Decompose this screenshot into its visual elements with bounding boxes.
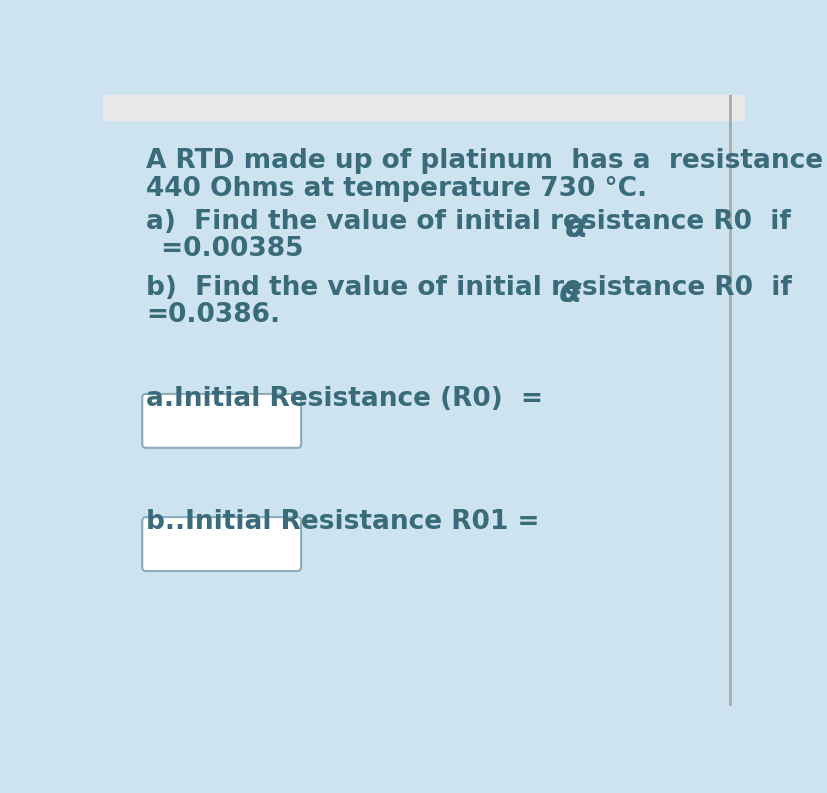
Text: 440 Ohms at temperature 730 °C.: 440 Ohms at temperature 730 °C. <box>146 176 647 202</box>
Text: b..Initial Resistance R01 =: b..Initial Resistance R01 = <box>146 509 539 535</box>
Text: =0.00385: =0.00385 <box>152 236 304 262</box>
Text: a)  Find the value of initial resistance R0  if: a) Find the value of initial resistance … <box>146 209 799 235</box>
FancyBboxPatch shape <box>103 95 744 121</box>
Text: A RTD made up of platinum  has a  resistance of: A RTD made up of platinum has a resistan… <box>146 147 827 174</box>
FancyBboxPatch shape <box>142 394 301 448</box>
Text: α: α <box>564 211 587 243</box>
Text: α: α <box>558 276 581 309</box>
Text: b)  Find the value of initial resistance R0  if: b) Find the value of initial resistance … <box>146 274 801 301</box>
Text: a.Initial Resistance (R0)  =: a.Initial Resistance (R0) = <box>146 386 543 412</box>
Text: =0.0386.: =0.0386. <box>146 301 280 328</box>
FancyBboxPatch shape <box>142 517 301 571</box>
